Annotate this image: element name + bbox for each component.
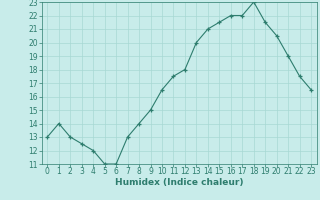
X-axis label: Humidex (Indice chaleur): Humidex (Indice chaleur) <box>115 178 244 187</box>
